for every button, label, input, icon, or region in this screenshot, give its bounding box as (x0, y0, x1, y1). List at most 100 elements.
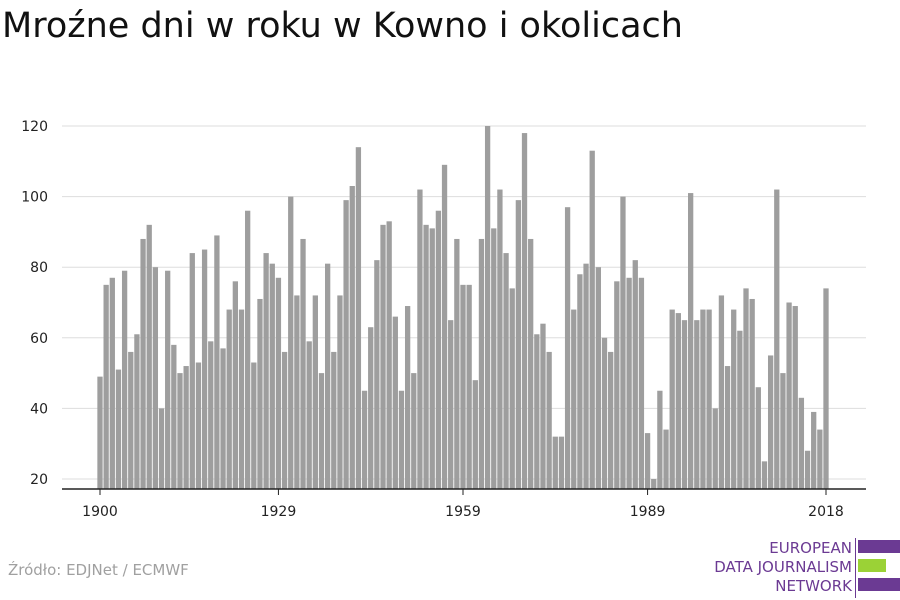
bar-1993 (669, 309, 675, 489)
bar-1930 (281, 351, 288, 489)
y-tick-label: 100 (21, 190, 48, 206)
bar-1907 (140, 238, 146, 489)
bar-1974 (552, 436, 558, 489)
bar-1916 (195, 362, 202, 489)
bar-1962 (478, 238, 485, 489)
bar-1909 (152, 267, 159, 489)
bar-1953 (423, 224, 429, 489)
bar-1912 (171, 344, 177, 489)
x-axis: 1900 1929 1959 1989 2018 (62, 488, 866, 520)
x-tick-label: 1900 (82, 504, 118, 520)
bar-1920 (220, 348, 226, 489)
bar-1968 (515, 200, 522, 489)
logo-line-3: NETWORK (775, 577, 852, 595)
bar-1944 (368, 327, 374, 489)
bar-1906 (134, 334, 140, 489)
bar-1997 (694, 320, 700, 489)
bar-1999 (706, 309, 712, 489)
bar-1958 (454, 238, 460, 489)
y-axis-ticks: 20 40 60 80 100 120 (21, 119, 48, 488)
bar-1987 (632, 260, 638, 489)
bar-1998 (700, 309, 706, 489)
logo-bar-green (858, 559, 886, 572)
bar-1952 (417, 189, 423, 490)
bar-2012 (786, 302, 792, 489)
bar-1970 (528, 238, 534, 489)
bar-1972 (540, 323, 546, 489)
bar-1985 (620, 196, 626, 489)
bar-1908 (146, 224, 152, 489)
bar-1989 (644, 433, 651, 489)
bar-1921 (226, 309, 232, 489)
bar-1924 (245, 210, 251, 489)
bar-1932 (294, 295, 300, 489)
y-tick-label: 40 (30, 401, 48, 417)
bar-1948 (392, 316, 398, 489)
bar-1951 (411, 373, 417, 489)
bar-1977 (571, 309, 577, 489)
bar-1934 (306, 341, 312, 489)
logo-bar-purple-bottom (858, 578, 900, 591)
bar-1946 (380, 224, 386, 489)
bar-1986 (626, 277, 632, 489)
bar-1979 (583, 263, 589, 489)
bar-1975 (558, 436, 565, 489)
chart-title: Mroźne dni w roku w Kowno i okolicach (2, 6, 683, 46)
bar-2017 (817, 429, 823, 489)
bar-1976 (564, 207, 571, 489)
bar-2013 (792, 306, 798, 489)
bar-1983 (608, 351, 614, 489)
bar-2016 (811, 411, 817, 489)
bar-1955 (435, 210, 442, 489)
bar-1938 (331, 351, 337, 489)
x-tick-label: 1989 (630, 504, 666, 520)
source-note: Źródło: EDJNet / ECMWF (8, 561, 189, 579)
bar-1937 (324, 263, 331, 489)
bar-1903 (115, 369, 122, 489)
bar-1905 (128, 351, 134, 489)
bar-2009 (767, 355, 774, 489)
bar-1919 (214, 235, 220, 489)
bar-1941 (349, 186, 355, 489)
bar-1925 (251, 362, 257, 489)
bar-2004 (737, 330, 743, 489)
bar-1996 (687, 193, 694, 489)
bar-1900 (97, 376, 103, 489)
bar-1915 (189, 253, 195, 489)
bar-1926 (257, 298, 263, 489)
bar-1918 (208, 341, 214, 489)
bar-1991 (657, 390, 663, 489)
y-tick-label: 80 (30, 260, 48, 276)
bar-1961 (472, 380, 478, 489)
bar-1967 (509, 288, 515, 489)
bar-1964 (491, 228, 497, 489)
y-tick-label: 20 (30, 472, 48, 488)
bar-1931 (288, 196, 294, 489)
bar-1923 (238, 309, 245, 489)
bar-2001 (718, 295, 725, 489)
bar-1914 (183, 366, 189, 489)
bar-2000 (712, 408, 718, 489)
bar-1984 (614, 281, 620, 489)
y-tick-label: 120 (21, 119, 48, 135)
bar-1901 (103, 284, 109, 489)
bar-1950 (404, 306, 411, 489)
bar-2007 (755, 387, 761, 489)
bar-1942 (355, 147, 362, 489)
bar-1963 (484, 126, 491, 489)
bar-1978 (577, 274, 583, 489)
logo-line-2: DATA JOURNALISM (714, 558, 852, 576)
bar-1917 (201, 249, 208, 489)
x-tick-label: 1959 (445, 504, 481, 520)
y-tick-label: 60 (30, 331, 48, 347)
bar-1933 (300, 238, 306, 489)
edjnet-logo: EUROPEAN DATA JOURNALISM NETWORK (700, 538, 900, 598)
bar-1902 (109, 277, 115, 489)
x-tick-label: 1929 (261, 504, 297, 520)
bar-2002 (724, 366, 731, 489)
bar-1904 (121, 270, 128, 489)
bar-2011 (780, 373, 786, 489)
bar-1910 (158, 408, 165, 489)
bar-2008 (761, 461, 768, 489)
